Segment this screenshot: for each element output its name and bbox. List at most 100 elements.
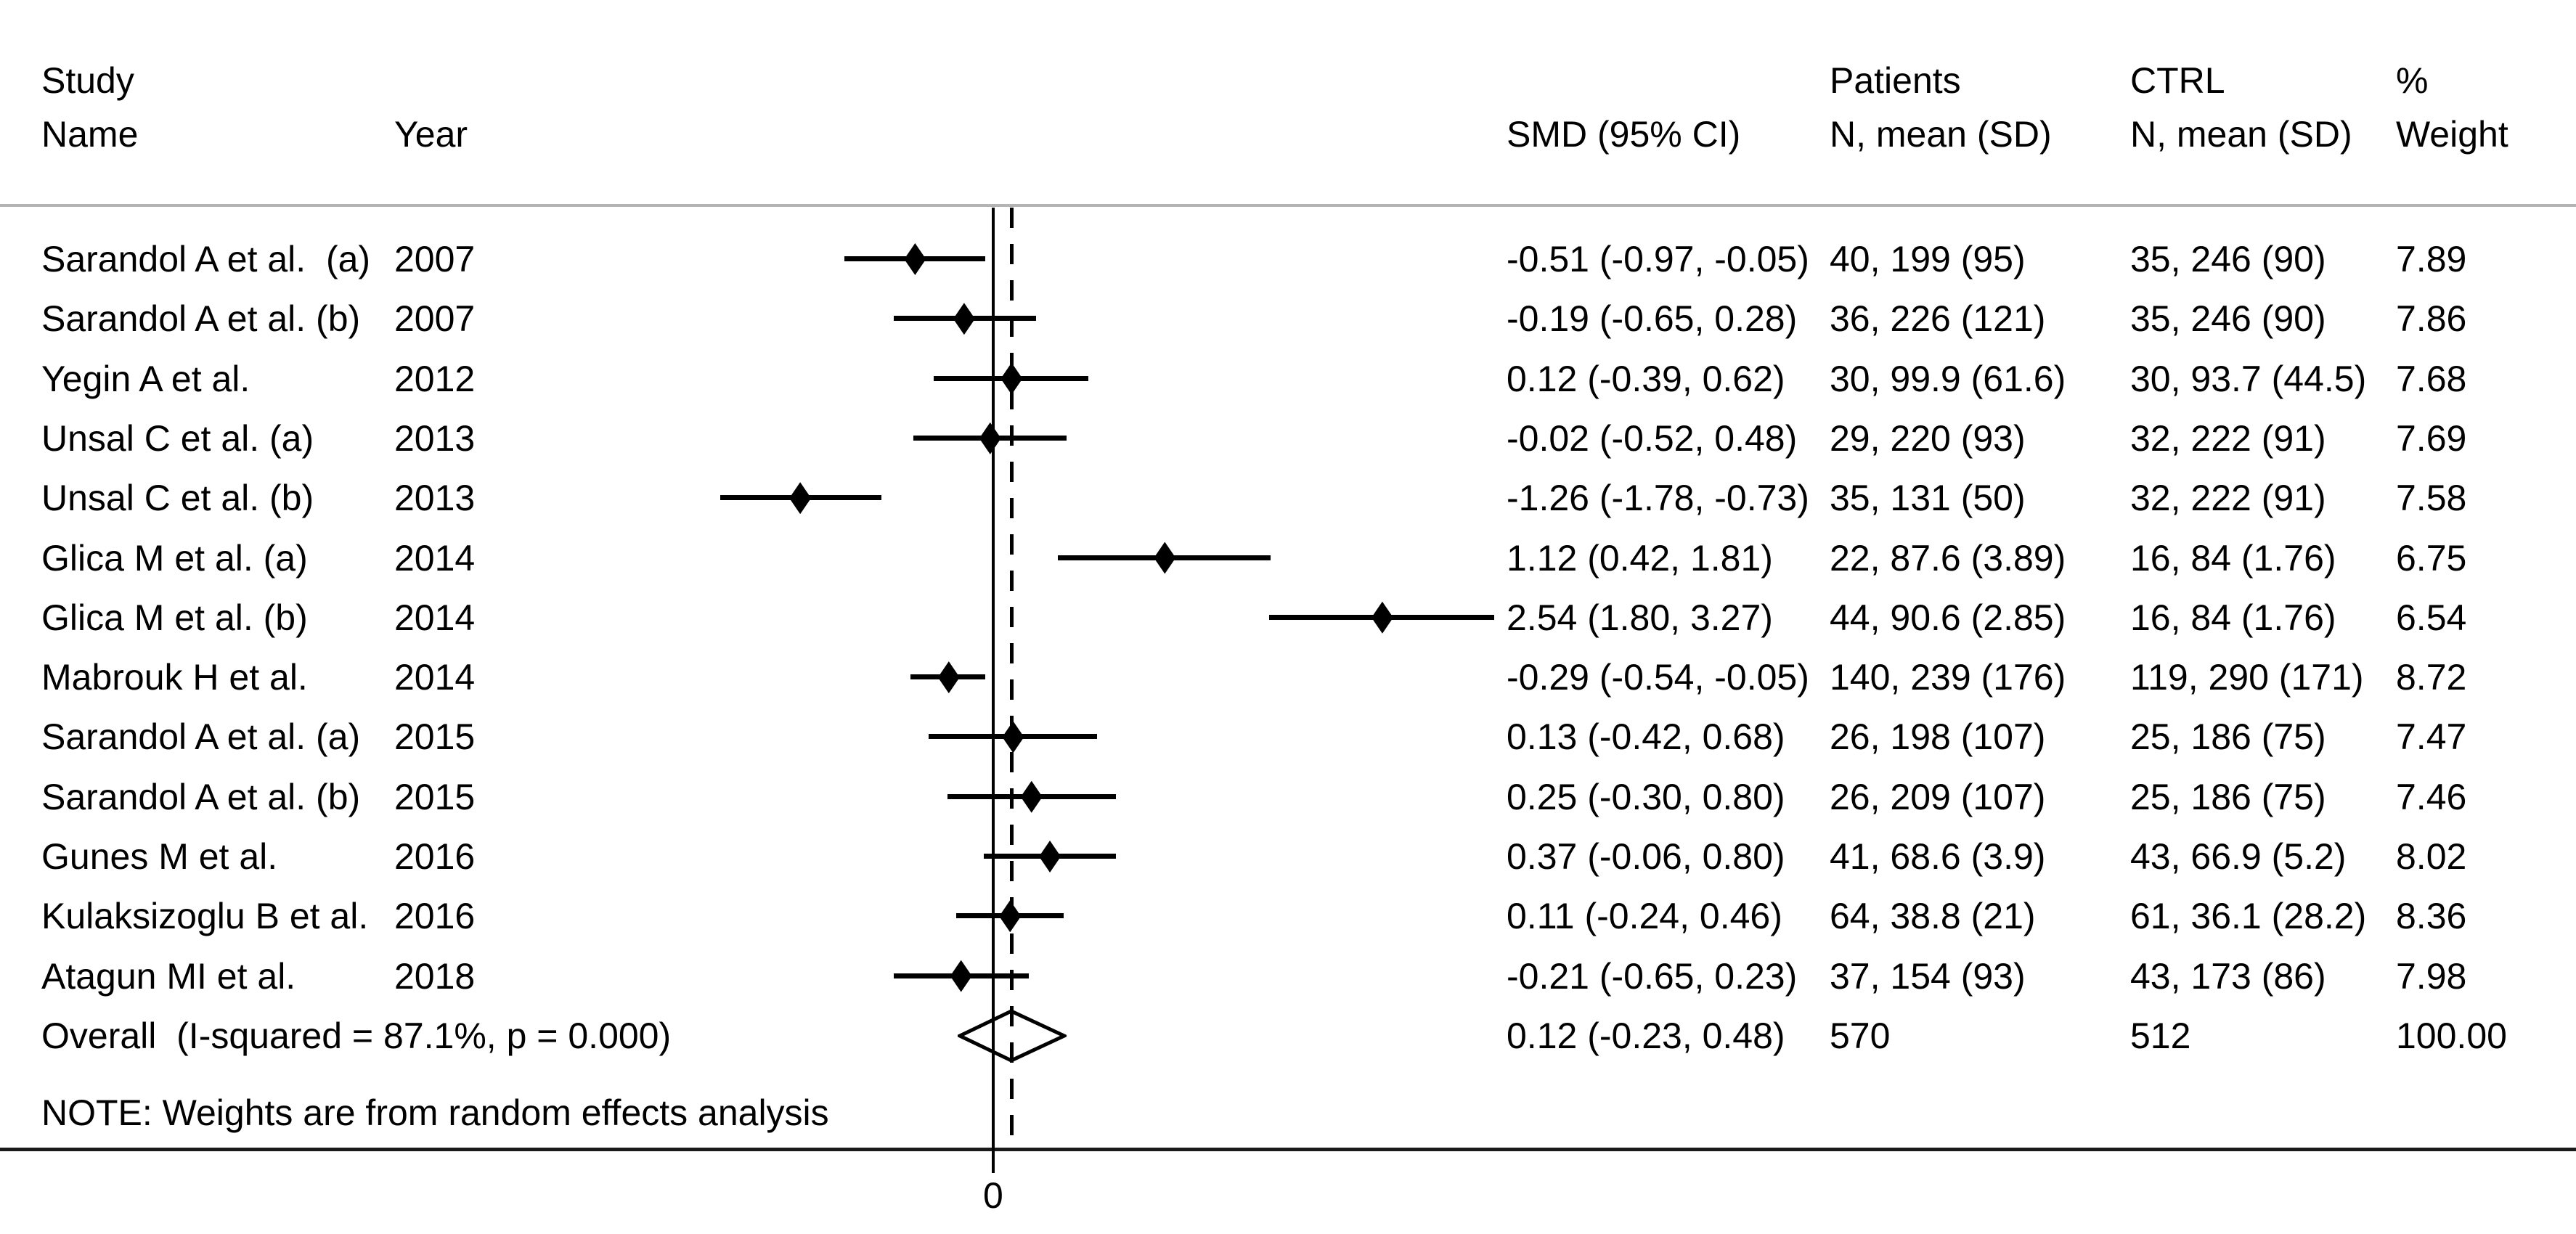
smd-ci-value: -0.19 (-0.65, 0.28) xyxy=(1507,298,1798,340)
point-estimate-marker xyxy=(1154,542,1176,574)
smd-ci-value: 0.13 (-0.42, 0.68) xyxy=(1507,716,1785,758)
smd-ci-value: 0.37 (-0.06, 0.80) xyxy=(1507,836,1785,877)
patients-value: 29, 220 (93) xyxy=(1830,417,2026,459)
weight-value: 7.47 xyxy=(2396,716,2467,758)
ctrl-value: 32, 222 (91) xyxy=(2130,478,2326,519)
study-name: Yegin A et al. xyxy=(41,358,250,399)
ctrl-value: 25, 186 (75) xyxy=(2130,716,2326,758)
smd-ci-value: -0.21 (-0.65, 0.23) xyxy=(1507,955,1798,997)
patients-value: 35, 131 (50) xyxy=(1830,478,2026,519)
patients-value: 22, 87.6 (3.89) xyxy=(1830,537,2066,579)
weight-value: 8.36 xyxy=(2396,896,2467,937)
patients-value: 26, 198 (107) xyxy=(1830,716,2046,758)
note-text: NOTE: Weights are from random effects an… xyxy=(41,1092,829,1133)
weight-value: 8.02 xyxy=(2396,836,2467,877)
ctrl-value: 32, 222 (91) xyxy=(2130,417,2326,459)
header-study-line2: Name xyxy=(41,114,139,155)
weight-value: 6.75 xyxy=(2396,537,2467,579)
header-study-line1: Study xyxy=(41,60,134,101)
smd-ci-value: -1.26 (-1.78, -0.73) xyxy=(1507,478,1809,519)
header-weight: Weight xyxy=(2396,114,2508,155)
x-axis-line xyxy=(0,1148,2576,1151)
weight-value: 7.58 xyxy=(2396,478,2467,519)
overall-diamond xyxy=(958,1009,1067,1063)
ctrl-value: 61, 36.1 (28.2) xyxy=(2130,896,2367,937)
study-name: Glica M et al. (a) xyxy=(41,537,308,579)
ctrl-value: 35, 246 (90) xyxy=(2130,298,2326,340)
patients-value: 36, 226 (121) xyxy=(1830,298,2046,340)
study-year: 2015 xyxy=(394,716,476,758)
point-estimate-marker xyxy=(937,661,960,694)
study-year: 2014 xyxy=(394,657,476,698)
weight-value: 7.46 xyxy=(2396,776,2467,817)
smd-ci-value: -0.51 (-0.97, -0.05) xyxy=(1507,239,1809,279)
study-name: Sarandol A et al. (b) xyxy=(41,298,361,340)
patients-value: 41, 68.6 (3.9) xyxy=(1830,836,2046,877)
header-year: Year xyxy=(394,114,468,155)
overall-estimate-dashed-line xyxy=(1010,208,1014,1148)
study-name: Gunes M et al. xyxy=(41,836,278,877)
header-patients-nmsd: N, mean (SD) xyxy=(1830,114,2052,155)
weight-value: 7.89 xyxy=(2396,239,2467,279)
study-name: Atagun MI et al. xyxy=(41,955,296,997)
ctrl-value: 43, 173 (86) xyxy=(2130,955,2326,997)
header-ctrl: CTRL xyxy=(2130,60,2225,101)
study-year: 2012 xyxy=(394,358,476,399)
weight-value: 7.68 xyxy=(2396,358,2467,399)
study-name: Sarandol A et al. (a) xyxy=(41,716,361,758)
point-estimate-marker xyxy=(1039,841,1061,873)
study-name: Unsal C et al. (b) xyxy=(41,478,314,519)
smd-ci-value: -0.02 (-0.52, 0.48) xyxy=(1507,417,1798,459)
point-estimate-marker xyxy=(1002,721,1024,753)
patients-value: 37, 154 (93) xyxy=(1830,955,2026,997)
ctrl-value: 30, 93.7 (44.5) xyxy=(2130,358,2367,399)
study-year: 2007 xyxy=(394,298,476,340)
point-estimate-marker xyxy=(1000,362,1023,395)
zero-reference-line xyxy=(992,208,995,1173)
study-name: Unsal C et al. (a) xyxy=(41,417,314,459)
weight-value: 7.98 xyxy=(2396,955,2467,997)
study-year: 2007 xyxy=(394,239,476,279)
study-name: Mabrouk H et al. xyxy=(41,657,308,698)
patients-value: 44, 90.6 (2.85) xyxy=(1830,597,2066,638)
header-smd-ci: SMD (95% CI) xyxy=(1507,114,1741,155)
ctrl-value: 43, 66.9 (5.2) xyxy=(2130,836,2347,877)
smd-ci-value: -0.29 (-0.54, -0.05) xyxy=(1507,657,1809,698)
point-estimate-marker xyxy=(1371,601,1393,634)
ctrl-value: 35, 246 (90) xyxy=(2130,239,2326,279)
patients-value: 30, 99.9 (61.6) xyxy=(1830,358,2066,399)
study-name: Sarandol A et al. (a) xyxy=(41,239,371,279)
weight-value: 7.69 xyxy=(2396,417,2467,459)
patients-value: 26, 209 (107) xyxy=(1830,776,2046,817)
header-ctrl-nmsd: N, mean (SD) xyxy=(2130,114,2352,155)
weight-value: 6.54 xyxy=(2396,597,2467,638)
smd-ci-value: 2.54 (1.80, 3.27) xyxy=(1507,597,1773,638)
study-year: 2016 xyxy=(394,896,476,937)
patients-value: 140, 239 (176) xyxy=(1830,657,2066,698)
header-rule xyxy=(0,204,2576,207)
point-estimate-marker xyxy=(789,482,812,515)
smd-ci-value: 0.11 (-0.24, 0.46) xyxy=(1507,896,1782,937)
point-estimate-marker xyxy=(904,243,926,275)
overall-label: Overall (I-squared = 87.1%, p = 0.000) xyxy=(41,1016,672,1056)
point-estimate-marker xyxy=(950,960,972,992)
patients-value: 40, 199 (95) xyxy=(1830,239,2026,279)
header-percent: % xyxy=(2396,60,2429,101)
overall-patients-total: 570 xyxy=(1830,1016,1891,1056)
study-year: 2018 xyxy=(394,955,476,997)
weight-value: 7.86 xyxy=(2396,298,2467,340)
study-name: Sarandol A et al. (b) xyxy=(41,776,361,817)
smd-ci-value: 1.12 (0.42, 1.81) xyxy=(1507,537,1773,579)
axis-tick-label: 0 xyxy=(983,1175,1003,1216)
study-year: 2014 xyxy=(394,537,476,579)
study-year: 2013 xyxy=(394,478,476,519)
study-year: 2013 xyxy=(394,417,476,459)
weight-value: 8.72 xyxy=(2396,657,2467,698)
point-estimate-marker xyxy=(999,900,1022,933)
overall-ctrl-total: 512 xyxy=(2130,1016,2191,1056)
study-year: 2014 xyxy=(394,597,476,638)
study-name: Kulaksizoglu B et al. xyxy=(41,896,369,937)
point-estimate-marker xyxy=(979,422,1001,454)
study-name: Glica M et al. (b) xyxy=(41,597,308,638)
